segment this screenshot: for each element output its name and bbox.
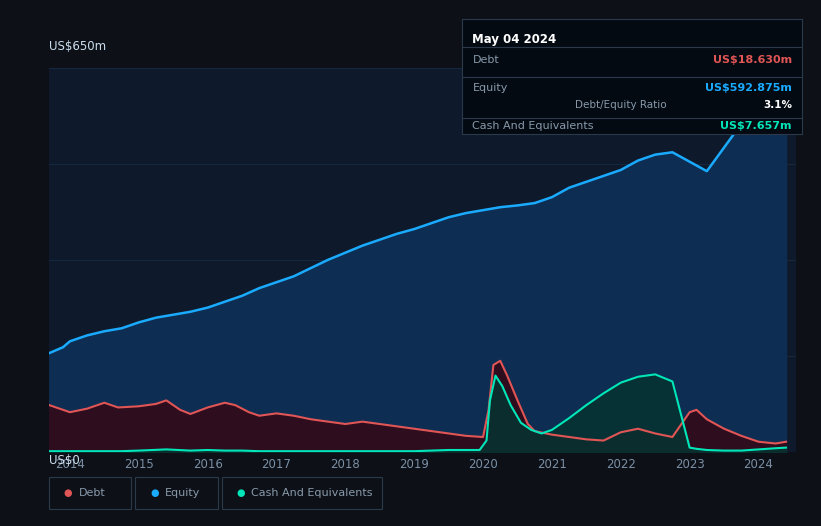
Text: US$7.657m: US$7.657m bbox=[720, 121, 792, 131]
Text: Cash And Equivalents: Cash And Equivalents bbox=[251, 488, 373, 498]
Text: Debt/Equity Ratio: Debt/Equity Ratio bbox=[575, 100, 666, 110]
Text: 3.1%: 3.1% bbox=[763, 100, 792, 110]
Text: US$650m: US$650m bbox=[49, 40, 107, 53]
Text: US$592.875m: US$592.875m bbox=[705, 83, 792, 93]
Text: US$18.630m: US$18.630m bbox=[713, 55, 792, 65]
Text: Debt: Debt bbox=[472, 55, 499, 65]
Text: Debt: Debt bbox=[79, 488, 106, 498]
Text: Cash And Equivalents: Cash And Equivalents bbox=[472, 121, 594, 131]
Text: May 04 2024: May 04 2024 bbox=[472, 33, 557, 46]
Text: Equity: Equity bbox=[472, 83, 508, 93]
Text: Equity: Equity bbox=[165, 488, 200, 498]
Text: ●: ● bbox=[64, 488, 72, 498]
Text: ●: ● bbox=[150, 488, 158, 498]
Text: US$0: US$0 bbox=[49, 454, 80, 467]
Text: ●: ● bbox=[236, 488, 245, 498]
